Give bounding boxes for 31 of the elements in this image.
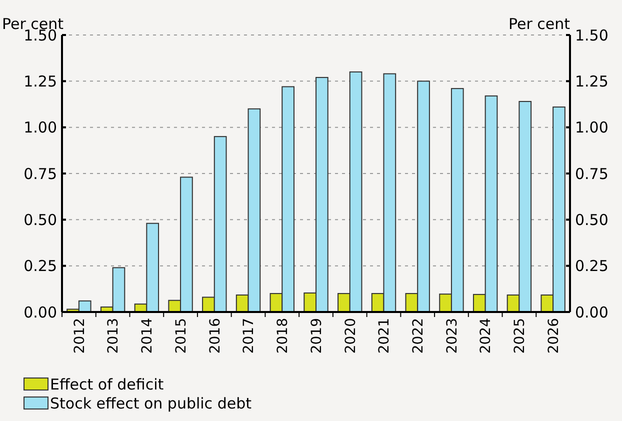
x-tick-label: 2017 (241, 318, 258, 354)
x-tick-label: 2014 (140, 318, 156, 354)
legend-label: Stock effect on public debt (50, 394, 252, 412)
x-tick-label: 2019 (308, 318, 325, 354)
y-tick-label: 0.25 (24, 257, 57, 276)
y2-tick-label: 1.00 (575, 118, 608, 137)
x-tick-label: 2024 (478, 318, 494, 354)
x-tick-label: 2018 (275, 318, 292, 354)
y2-tick-label: 1.50 (575, 26, 608, 44)
x-tick-label: 2023 (444, 318, 460, 354)
y-tick-label: 1.25 (24, 72, 57, 90)
x-tick-label: 2022 (410, 318, 426, 354)
y-tick-label: 1.00 (24, 118, 57, 137)
x-tick-label: 2020 (342, 318, 359, 354)
y2-axis-title: Per cent (508, 15, 570, 33)
y2-tick-label: 0.00 (575, 303, 608, 322)
y2-tick-label: 1.25 (575, 72, 608, 90)
y-tick-label: 0.75 (24, 164, 57, 183)
x-tick-label: 2012 (72, 318, 88, 354)
legend-label: Effect of deficit (50, 375, 164, 394)
y2-tick-label: 0.25 (575, 257, 608, 276)
x-tick-label: 2026 (546, 318, 562, 354)
x-tick-label: 2016 (207, 318, 224, 354)
x-tick-label: 2013 (106, 318, 122, 354)
x-tick-label: 2021 (376, 318, 393, 354)
y-tick-label: 0.00 (24, 303, 57, 322)
y2-tick-label: 0.50 (575, 210, 608, 229)
y-tick-label: 0.50 (24, 210, 57, 229)
x-tick-label: 2025 (512, 318, 528, 354)
y2-tick-label: 0.75 (575, 164, 608, 183)
x-tick-label: 2015 (173, 318, 190, 354)
